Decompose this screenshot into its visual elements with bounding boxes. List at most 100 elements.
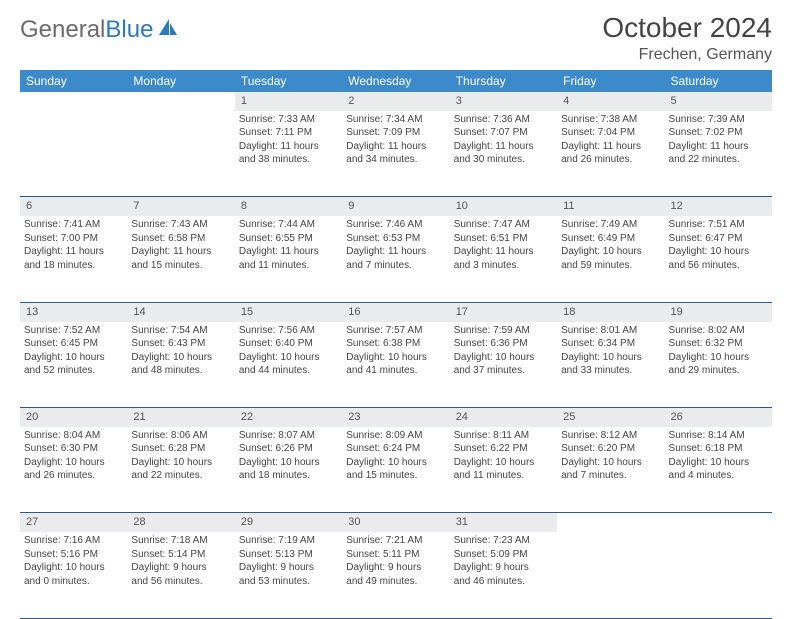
day2-line: and 34 minutes. [346,153,445,167]
sunrise-line: Sunrise: 8:14 AM [669,429,768,443]
day2-line: and 4 minutes. [669,469,768,483]
day1-line: Daylight: 11 hours [239,245,338,259]
day-number: 9 [342,197,449,216]
day-number: 18 [557,302,664,321]
day1-line: Daylight: 10 hours [24,456,123,470]
day-cell: Sunrise: 7:18 AMSunset: 5:14 PMDaylight:… [127,532,234,618]
day-cell: Sunrise: 7:47 AMSunset: 6:51 PMDaylight:… [450,216,557,302]
day2-line: and 38 minutes. [239,153,338,167]
day1-line: Daylight: 10 hours [669,456,768,470]
day1-line: Daylight: 10 hours [669,351,768,365]
sunrise-line: Sunrise: 7:16 AM [24,534,123,548]
day-cell: Sunrise: 7:19 AMSunset: 5:13 PMDaylight:… [235,532,342,618]
day2-line: and 46 minutes. [454,575,553,589]
sunset-line: Sunset: 5:11 PM [346,548,445,562]
sunrise-line: Sunrise: 7:57 AM [346,324,445,338]
sunrise-line: Sunrise: 7:33 AM [239,113,338,127]
sunrise-line: Sunrise: 7:19 AM [239,534,338,548]
day-cell: Sunrise: 7:16 AMSunset: 5:16 PMDaylight:… [20,532,127,618]
sunset-line: Sunset: 7:07 PM [454,126,553,140]
day-number: 27 [20,513,127,532]
day-cell: Sunrise: 7:59 AMSunset: 6:36 PMDaylight:… [450,322,557,408]
day-cell [557,532,664,618]
day1-line: Daylight: 10 hours [239,351,338,365]
day-cell: Sunrise: 8:02 AMSunset: 6:32 PMDaylight:… [665,322,772,408]
title-block: October 2024 Frechen, Germany [602,12,772,64]
day-number: 19 [665,302,772,321]
day1-line: Daylight: 10 hours [24,561,123,575]
daynum-row: 20212223242526 [20,408,772,427]
daynum-row: 13141516171819 [20,302,772,321]
brand-part2: Blue [105,16,153,44]
day2-line: and 26 minutes. [24,469,123,483]
dayheader-mon: Monday [127,70,234,92]
day2-line: and 49 minutes. [346,575,445,589]
day2-line: and 44 minutes. [239,364,338,378]
day-cell: Sunrise: 7:51 AMSunset: 6:47 PMDaylight:… [665,216,772,302]
day2-line: and 29 minutes. [669,364,768,378]
day1-line: Daylight: 11 hours [131,245,230,259]
day1-line: Daylight: 11 hours [24,245,123,259]
dayheader-thu: Thursday [450,70,557,92]
sunrise-line: Sunrise: 8:07 AM [239,429,338,443]
day-cell: Sunrise: 7:56 AMSunset: 6:40 PMDaylight:… [235,322,342,408]
sunset-line: Sunset: 6:18 PM [669,442,768,456]
day-number: 26 [665,408,772,427]
sunset-line: Sunset: 6:43 PM [131,337,230,351]
day1-line: Daylight: 9 hours [346,561,445,575]
sunrise-line: Sunrise: 8:11 AM [454,429,553,443]
week-row: Sunrise: 8:04 AMSunset: 6:30 PMDaylight:… [20,427,772,513]
sunrise-line: Sunrise: 7:54 AM [131,324,230,338]
day1-line: Daylight: 10 hours [454,456,553,470]
day2-line: and 7 minutes. [346,259,445,273]
day1-line: Daylight: 10 hours [24,351,123,365]
sunrise-line: Sunrise: 7:38 AM [561,113,660,127]
day1-line: Daylight: 10 hours [561,351,660,365]
day2-line: and 0 minutes. [24,575,123,589]
sunset-line: Sunset: 5:16 PM [24,548,123,562]
sunset-line: Sunset: 6:47 PM [669,232,768,246]
day1-line: Daylight: 10 hours [346,351,445,365]
sunset-line: Sunset: 7:02 PM [669,126,768,140]
day-number [557,513,664,532]
day1-line: Daylight: 10 hours [561,456,660,470]
day1-line: Daylight: 10 hours [239,456,338,470]
day-cell: Sunrise: 8:09 AMSunset: 6:24 PMDaylight:… [342,427,449,513]
sunrise-line: Sunrise: 7:43 AM [131,218,230,232]
day-number: 31 [450,513,557,532]
day-cell: Sunrise: 7:33 AMSunset: 7:11 PMDaylight:… [235,111,342,197]
day-number: 24 [450,408,557,427]
day2-line: and 18 minutes. [24,259,123,273]
sunset-line: Sunset: 6:45 PM [24,337,123,351]
day-cell: Sunrise: 7:41 AMSunset: 7:00 PMDaylight:… [20,216,127,302]
day-number: 2 [342,92,449,111]
day2-line: and 59 minutes. [561,259,660,273]
sunset-line: Sunset: 5:14 PM [131,548,230,562]
day-cell: Sunrise: 7:21 AMSunset: 5:11 PMDaylight:… [342,532,449,618]
day-cell: Sunrise: 7:43 AMSunset: 6:58 PMDaylight:… [127,216,234,302]
sunrise-line: Sunrise: 7:52 AM [24,324,123,338]
day1-line: Daylight: 11 hours [561,140,660,154]
day-cell: Sunrise: 7:39 AMSunset: 7:02 PMDaylight:… [665,111,772,197]
sunset-line: Sunset: 5:09 PM [454,548,553,562]
day2-line: and 7 minutes. [561,469,660,483]
calendar-table: Sunday Monday Tuesday Wednesday Thursday… [20,70,772,619]
day-number: 5 [665,92,772,111]
day-cell: Sunrise: 7:52 AMSunset: 6:45 PMDaylight:… [20,322,127,408]
day-cell: Sunrise: 7:36 AMSunset: 7:07 PMDaylight:… [450,111,557,197]
day-number: 1 [235,92,342,111]
sunrise-line: Sunrise: 8:04 AM [24,429,123,443]
sunset-line: Sunset: 6:55 PM [239,232,338,246]
day2-line: and 48 minutes. [131,364,230,378]
sunset-line: Sunset: 6:28 PM [131,442,230,456]
sunset-line: Sunset: 6:20 PM [561,442,660,456]
day-cell [665,532,772,618]
day1-line: Daylight: 10 hours [454,351,553,365]
dayheader-sun: Sunday [20,70,127,92]
day-number: 12 [665,197,772,216]
sunrise-line: Sunrise: 8:09 AM [346,429,445,443]
sunrise-line: Sunrise: 7:21 AM [346,534,445,548]
day1-line: Daylight: 11 hours [454,140,553,154]
day-cell: Sunrise: 8:01 AMSunset: 6:34 PMDaylight:… [557,322,664,408]
sunrise-line: Sunrise: 7:36 AM [454,113,553,127]
